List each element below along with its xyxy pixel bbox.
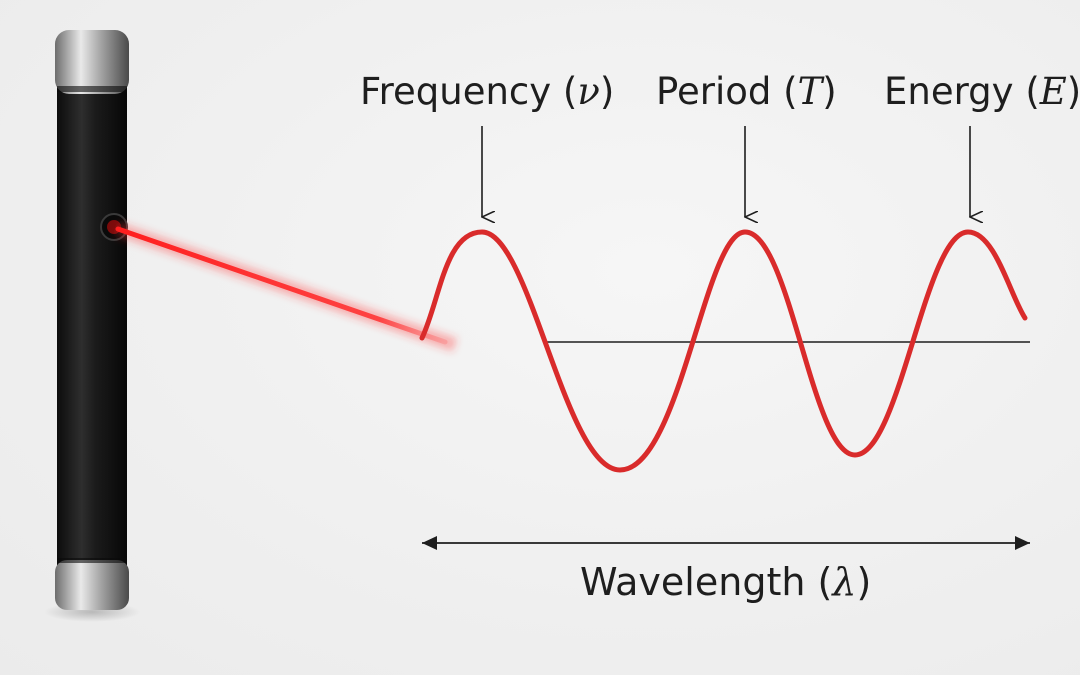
- period-symbol: T: [797, 70, 823, 113]
- energy-label-text: Energy: [884, 70, 1014, 113]
- energy-label: Energy (E): [884, 70, 1080, 113]
- pointer-bottom-cap: [55, 560, 129, 610]
- laser-beam: [115, 222, 458, 352]
- period-label-text: Period: [656, 70, 772, 113]
- wave-curve: [419, 229, 1028, 473]
- period-label: Period (T): [656, 70, 837, 113]
- wavelength-label-text: Wavelength: [580, 560, 806, 604]
- laser-pointer: [55, 30, 129, 610]
- frequency-symbol: ν: [577, 70, 600, 113]
- wavelength-symbol: λ: [832, 560, 857, 604]
- pointer-top-cap: [55, 30, 129, 94]
- frequency-label: Frequency (ν): [360, 70, 615, 113]
- pointer-body: [57, 82, 127, 572]
- wavelength-label: Wavelength (λ): [580, 560, 872, 604]
- energy-symbol: E: [1039, 70, 1067, 113]
- frequency-label-text: Frequency: [360, 70, 552, 113]
